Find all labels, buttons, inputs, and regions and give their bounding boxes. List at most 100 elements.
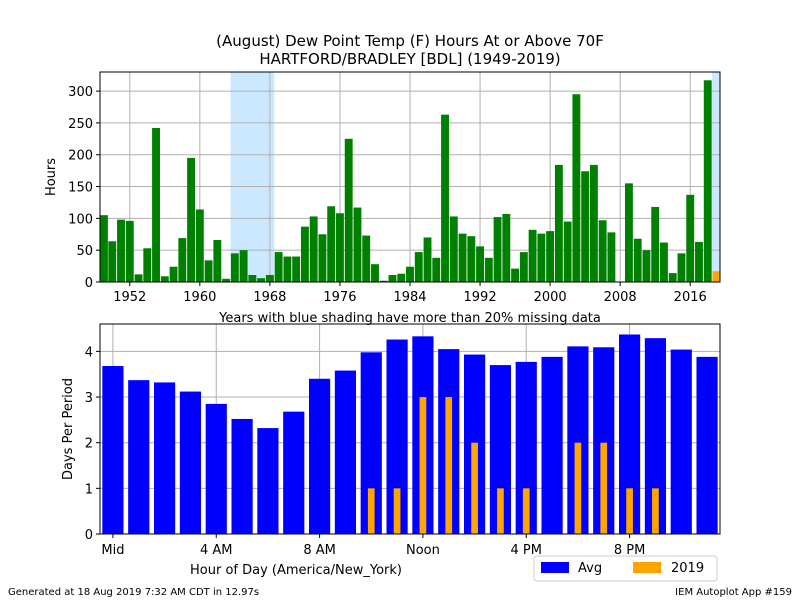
top-xtick-label-1992: 1992 xyxy=(464,290,497,305)
year-bar-2002 xyxy=(563,221,572,282)
year-bar-1949 xyxy=(100,215,108,282)
year-bar-2001 xyxy=(554,164,563,282)
year-bar-2007 xyxy=(607,232,616,282)
year-bar-2019 xyxy=(712,271,720,282)
avg-bar-hour-17 xyxy=(541,356,563,534)
avg-bar-hour-22 xyxy=(670,349,692,534)
year-bar-1997 xyxy=(519,252,528,282)
bottom-ylabel: Days Per Period xyxy=(61,378,76,480)
top-ytick-label-50: 50 xyxy=(76,244,93,259)
year-bar-1967 xyxy=(257,278,266,282)
year-bar-1959 xyxy=(187,157,196,282)
avg-bar-hour-16 xyxy=(515,361,537,534)
avg-bar-hour-19 xyxy=(593,347,615,534)
year-bar-1975 xyxy=(327,206,336,282)
year-bar-1974 xyxy=(318,234,327,282)
year-bar-1962 xyxy=(213,240,222,282)
chart-title: (August) Dew Point Temp (F) Hours At or … xyxy=(216,32,604,50)
top-xtick-label-2000: 2000 xyxy=(534,290,567,305)
app-credit: IEM Autoplot App #159 xyxy=(675,587,792,598)
year-bar-1963 xyxy=(222,278,231,282)
top-xtick-label-2016: 2016 xyxy=(674,290,707,305)
avg-bar-hour-1 xyxy=(128,380,150,534)
year-bar-1981 xyxy=(379,280,388,282)
bottom-ytick-label-0: 0 xyxy=(85,528,93,543)
year-bar-hour-14 xyxy=(471,442,478,534)
avg-bar-hour-4 xyxy=(205,403,227,534)
year-bar-1953 xyxy=(134,274,143,282)
year-bar-1950 xyxy=(108,241,117,282)
bottom-ytick-label-4: 4 xyxy=(85,345,93,360)
annual-hours-panel: 1952 1960 1968 1976 1984 1992 2000 2008 2016 0 50 1… xyxy=(44,71,721,326)
avg-bar-hour-0 xyxy=(102,366,124,534)
year-bar-1985 xyxy=(414,252,423,282)
bottom-xtick-label-4: 4 AM xyxy=(200,543,233,558)
avg-bar-hour-5 xyxy=(231,418,253,534)
year-bar-hour-21 xyxy=(652,488,659,534)
year-bar-1986 xyxy=(423,237,432,282)
legend-avg-label: Avg xyxy=(578,561,602,576)
year-bar-2014 xyxy=(668,273,677,282)
bottom-ytick-label-1: 1 xyxy=(85,482,93,497)
avg-bar-hour-7 xyxy=(283,411,305,534)
top-ylabel: Hours xyxy=(44,158,59,196)
year-bar-1954 xyxy=(143,248,152,282)
year-bar-1988 xyxy=(441,114,449,283)
year-bar-1961 xyxy=(204,260,213,282)
legend-frame xyxy=(533,555,718,582)
year-bar-1983 xyxy=(397,273,406,282)
legend: Avg 2019 xyxy=(533,555,718,582)
bottom-xtick-label-8: 8 AM xyxy=(303,543,336,558)
year-bar-hour-19 xyxy=(600,442,608,534)
year-bar-hour-20 xyxy=(626,488,633,534)
year-bar-2012 xyxy=(651,206,660,282)
year-bar-1973 xyxy=(309,216,318,282)
year-bar-1989 xyxy=(449,216,458,282)
top-xtick-label-1960: 1960 xyxy=(183,290,216,305)
year-bar-1971 xyxy=(292,256,301,282)
year-bar-1955 xyxy=(152,128,160,282)
year-bar-2006 xyxy=(598,220,607,282)
year-bar-2000 xyxy=(546,231,555,282)
avg-bar-hour-6 xyxy=(257,428,279,534)
year-bar-hour-12 xyxy=(419,397,427,534)
year-bar-1966 xyxy=(248,275,257,282)
bottom-ytick-label-3: 3 xyxy=(85,391,93,406)
bottom-xtick-label-16: 4 PM xyxy=(511,543,542,558)
year-bar-1993 xyxy=(484,257,493,282)
legend-2019-label: 2019 xyxy=(671,561,704,576)
top-xtick-label-1968: 1968 xyxy=(253,290,286,305)
bottom-ytick-label-2: 2 xyxy=(85,437,93,452)
year-bar-1990 xyxy=(458,233,467,282)
avg-bar-hour-2 xyxy=(153,382,176,534)
year-bar-2015 xyxy=(677,253,686,282)
year-bar-2009 xyxy=(624,183,633,282)
year-bar-1998 xyxy=(528,229,537,282)
hourly-days-panel: Mid 4 AM 8 AM Noon 4 PM 8 PM 0 1 2 3 4 Days Per Pe… xyxy=(61,323,721,578)
year-bar-1991 xyxy=(467,236,476,282)
year-bar-1952 xyxy=(125,220,134,282)
year-bar-1992 xyxy=(476,246,484,282)
avg-bar-hour-20 xyxy=(618,334,641,534)
year-bar-1960 xyxy=(195,209,204,282)
missing-data-note: Years with blue shading have more than 2… xyxy=(218,311,601,326)
year-bar-1978 xyxy=(353,207,362,282)
top-ytick-label-300: 300 xyxy=(68,85,93,100)
year-bar-hour-13 xyxy=(445,397,453,534)
year-bar-1984 xyxy=(406,266,414,282)
year-bar-1987 xyxy=(432,257,441,282)
year-bar-2016 xyxy=(686,194,695,282)
missing-data-shade-0 xyxy=(230,72,275,282)
missing-data-shade-1 xyxy=(712,72,720,282)
bottom-xtick-label-12: Noon xyxy=(406,543,440,558)
year-bar-1972 xyxy=(300,226,309,282)
bottom-plot-frame xyxy=(99,323,721,535)
year-bar-1968 xyxy=(265,275,274,282)
year-bar-1977 xyxy=(344,138,353,282)
year-bar-2005 xyxy=(589,164,598,282)
bottom-xtick-label-0: Mid xyxy=(101,543,124,558)
avg-bar-hour-10 xyxy=(360,352,382,534)
bottom-xtick-label-20: 8 PM xyxy=(614,543,645,558)
year-bar-2003 xyxy=(572,94,581,282)
